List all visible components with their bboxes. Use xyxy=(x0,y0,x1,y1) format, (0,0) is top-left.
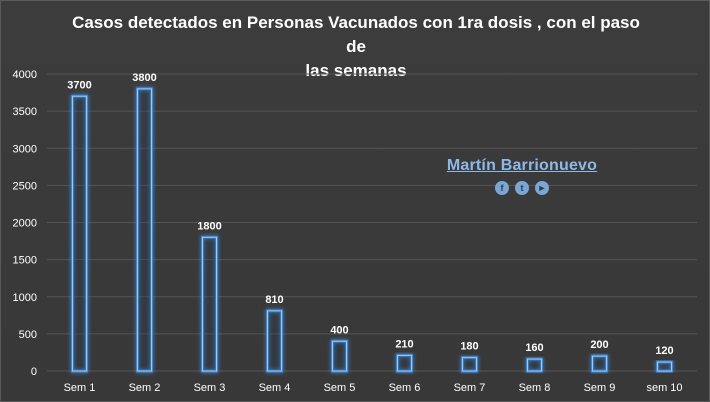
x-tick-label: Sem 6 xyxy=(389,382,421,394)
data-label: 810 xyxy=(265,294,283,306)
bar xyxy=(267,310,282,372)
data-label: 3800 xyxy=(132,72,156,84)
data-label: 200 xyxy=(590,339,608,351)
x-tick-label: Sem 3 xyxy=(194,382,226,394)
bars xyxy=(71,87,673,373)
bar xyxy=(527,358,542,372)
data-label: 180 xyxy=(460,341,478,353)
data-label: 120 xyxy=(655,345,673,357)
gridlines xyxy=(47,73,697,372)
twitter-icon: t xyxy=(515,181,529,195)
y-tick-label: 1500 xyxy=(13,255,37,267)
chart-title: Casos detectados en Personas Vacunados c… xyxy=(61,11,651,83)
chart-title-line-1: Casos detectados en Personas Vacunados c… xyxy=(72,13,640,56)
bar xyxy=(332,340,347,372)
watermark-social-icons: f t ► xyxy=(442,181,602,195)
chart-title-line-2: las semanas xyxy=(305,61,407,80)
bar xyxy=(397,354,412,372)
y-axis-ticks: 0 500 1000 1500 2000 2500 3000 3500 4000 xyxy=(13,69,37,378)
y-tick-label: 2500 xyxy=(13,180,37,192)
y-tick-label: 0 xyxy=(31,366,37,378)
x-axis-ticks: Sem 1 Sem 2 Sem 3 Sem 4 Sem 5 Sem 6 Sem 7 Sem 8… xyxy=(64,382,683,394)
bar xyxy=(462,357,477,372)
y-tick-label: 2000 xyxy=(13,218,37,230)
watermark: Martín Barrionuevo f t ► xyxy=(442,157,602,195)
watermark-name: Martín Barrionuevo xyxy=(446,157,598,174)
x-tick-label: Sem 5 xyxy=(324,382,356,394)
x-tick-label: sem 10 xyxy=(646,382,682,394)
y-tick-label: 4000 xyxy=(13,69,37,81)
bar xyxy=(72,95,87,372)
data-label: 400 xyxy=(330,324,348,336)
data-labels: 3700 3800 1800 810 400 210 180 160 200 120 xyxy=(67,72,673,357)
y-tick-label: 3000 xyxy=(13,143,37,155)
x-tick-label: Sem 2 xyxy=(129,382,161,394)
x-tick-label: Sem 9 xyxy=(584,382,616,394)
y-tick-label: 3500 xyxy=(13,106,37,118)
youtube-icon: ► xyxy=(535,181,549,195)
bar xyxy=(137,88,152,372)
y-tick-label: 500 xyxy=(19,329,37,341)
bar xyxy=(657,361,672,372)
data-label: 1800 xyxy=(197,220,221,232)
x-tick-label: Sem 1 xyxy=(64,382,96,394)
data-label: 160 xyxy=(525,342,543,354)
facebook-icon: f xyxy=(495,181,509,195)
x-tick-label: Sem 4 xyxy=(259,382,291,394)
data-label: 3700 xyxy=(67,79,91,91)
y-tick-label: 1000 xyxy=(13,292,37,304)
x-tick-label: Sem 7 xyxy=(454,382,486,394)
bar xyxy=(202,236,217,372)
bar xyxy=(592,355,607,372)
data-label: 210 xyxy=(395,338,413,350)
x-tick-label: Sem 8 xyxy=(519,382,551,394)
